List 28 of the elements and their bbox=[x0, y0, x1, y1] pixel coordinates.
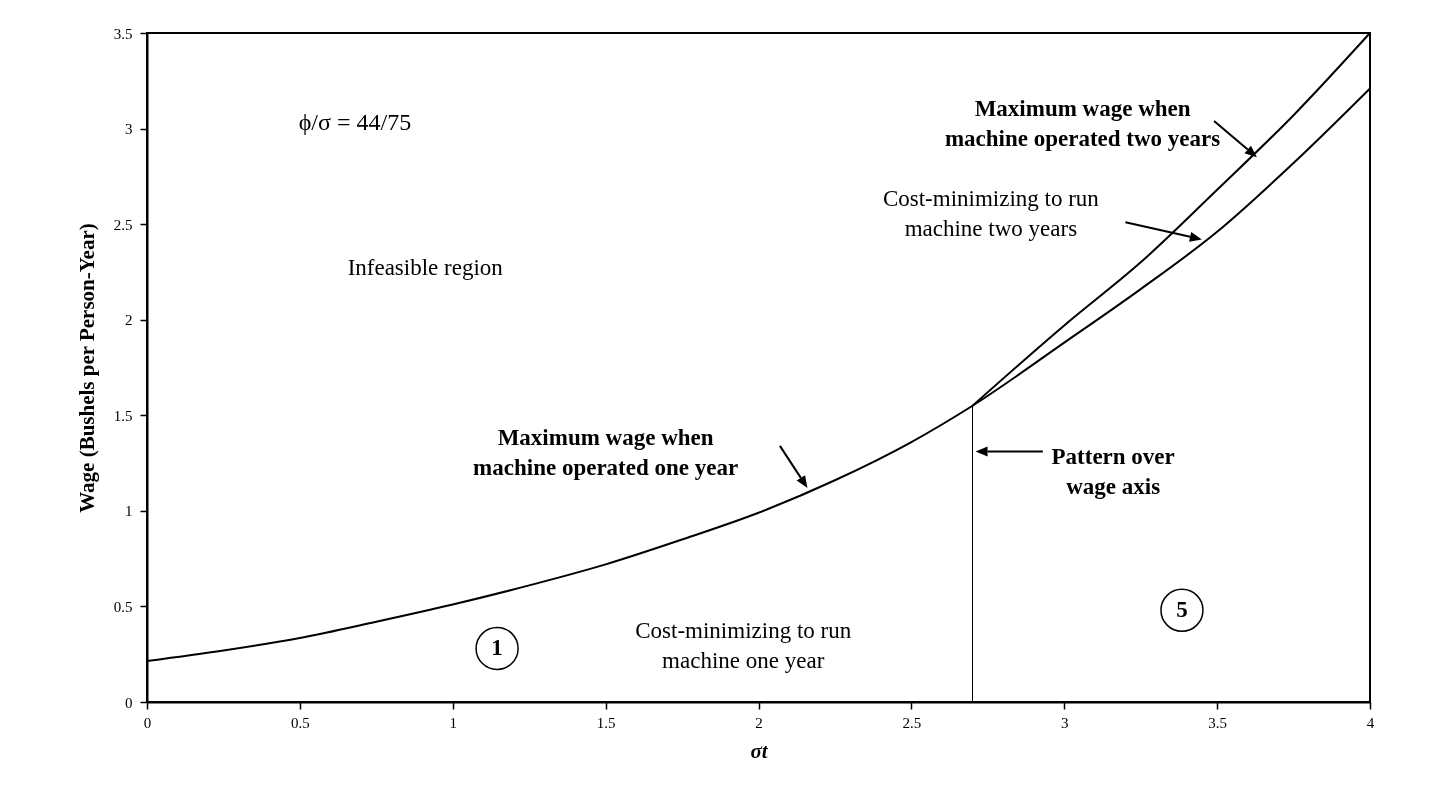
x-tick-label: 1.5 bbox=[596, 714, 616, 731]
y-tick-label: 1 bbox=[125, 503, 133, 520]
x-tick-label: 0.5 bbox=[291, 714, 310, 731]
y-tick-label: 0 bbox=[125, 694, 133, 711]
annotation: Cost-minimizing to run machine two years bbox=[882, 186, 1100, 242]
y-axis-title: Wage (Bushels per Person-Year) bbox=[74, 223, 99, 513]
x-tick-label: 1 bbox=[449, 714, 457, 731]
x-tick-label: 2 bbox=[755, 714, 763, 731]
y-tick-label: 0.5 bbox=[113, 598, 133, 615]
annotation: 1 bbox=[491, 635, 503, 661]
annotation: Pattern over wage axis bbox=[1051, 444, 1175, 500]
y-tick-label: 3.5 bbox=[113, 25, 133, 42]
annotation: Maximum wage when machine operated one year bbox=[473, 425, 739, 481]
x-tick-label: 2.5 bbox=[902, 714, 922, 731]
x-tick-label: 3 bbox=[1061, 714, 1069, 731]
y-tick-label: 1.5 bbox=[113, 407, 133, 424]
annotation: ϕ/σ = 44/75 bbox=[298, 108, 412, 135]
annotation: Cost-minimizing to run machine one year bbox=[635, 618, 852, 674]
annotation: 5 bbox=[1176, 597, 1188, 623]
x-tick-label: 4 bbox=[1366, 714, 1375, 731]
annotation: Infeasible region bbox=[347, 255, 504, 281]
y-tick-label: 3 bbox=[125, 121, 133, 138]
y-tick-label: 2.5 bbox=[113, 216, 133, 233]
x-tick-label: 3.5 bbox=[1208, 714, 1227, 731]
x-axis-title: σt bbox=[750, 738, 769, 763]
annotation: Maximum wage when machine operated two years bbox=[944, 96, 1221, 152]
x-tick-label: 0 bbox=[143, 714, 152, 731]
y-tick-label: 2 bbox=[125, 312, 133, 329]
